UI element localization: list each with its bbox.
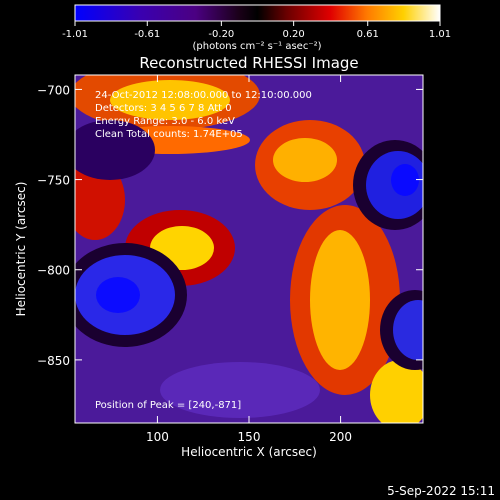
colorbar: -1.01 -0.61 -0.20 0.20 0.61 1.01 (photons cm⁻… [62, 4, 451, 52]
colorbar-tick-label: 0.61 [357, 29, 379, 40]
observation-info: 24-Oct-2012 12:08:00.000 to 12:10:00.000… [95, 90, 312, 140]
y-tick-label: −800 [37, 264, 70, 278]
y-axis: −700 −750 −800 −850 [37, 83, 423, 368]
colorbar-tick-label: -1.01 [62, 29, 88, 40]
y-tick-label: −750 [37, 174, 70, 188]
info-line: 24-Oct-2012 12:08:00.000 to 12:10:00.000 [95, 90, 312, 101]
info-line: Energy Range: 3.0 - 6.0 keV [95, 116, 235, 127]
colorbar-tick-label: 0.20 [283, 29, 305, 40]
y-axis-label: Heliocentric Y (arcsec) [14, 182, 28, 317]
info-line: Clean Total counts: 1.74E+05 [95, 129, 243, 140]
y-tick-label: −700 [37, 83, 70, 97]
info-line: Detectors: 3 4 5 6 7 8 Att 0 [95, 103, 232, 114]
footer-date: 5-Sep-2022 15:11 [387, 484, 495, 498]
x-tick-label: 100 [146, 430, 169, 444]
negative-region [96, 277, 140, 313]
chart-title: Reconstructed RHESSI Image [139, 54, 358, 72]
x-axis: 100 150 200 [146, 75, 352, 444]
emission-region [110, 80, 230, 120]
negative-region [160, 362, 320, 418]
colorbar-ticks: -1.01 -0.61 -0.20 0.20 0.61 1.01 [62, 21, 451, 40]
colorbar-tick-label: -0.20 [208, 29, 234, 40]
colorbar-tick-label: 1.01 [429, 29, 451, 40]
negative-region [391, 164, 419, 196]
x-axis-label: Heliocentric X (arcsec) [181, 445, 317, 459]
x-tick-label: 200 [329, 430, 352, 444]
negative-region [393, 300, 423, 360]
emission-region [310, 230, 370, 370]
emission-region [370, 360, 423, 423]
colorbar-gradient [74, 4, 441, 22]
colorbar-tick-label: -0.61 [134, 29, 160, 40]
y-tick-label: −850 [37, 354, 70, 368]
heatmap-image [75, 75, 423, 423]
emission-region [273, 138, 337, 182]
peak-position-label: Position of Peak = [240,-871] [95, 400, 241, 411]
emission-region [75, 160, 125, 240]
x-tick-label: 150 [238, 430, 261, 444]
colorbar-units-label: (photons cm⁻² s⁻¹ asec⁻²) [192, 41, 321, 52]
dark-region [75, 120, 155, 180]
